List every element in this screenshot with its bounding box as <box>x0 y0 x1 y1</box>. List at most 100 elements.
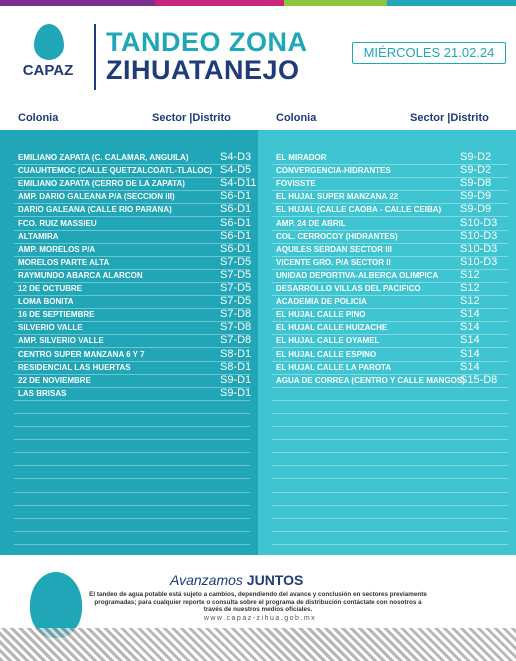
table-row: AQUILES SERDAN SECTOR III S10-D3 <box>272 242 508 257</box>
sector: S14 <box>460 334 480 347</box>
sector: S9-D2 <box>460 151 492 163</box>
sector: S10-D3 <box>460 229 498 242</box>
sector: S7-D8 <box>220 334 252 347</box>
table-panel <box>258 130 516 555</box>
table-row: EL HUJAL SUPER MANZANA 22 S9-D9 <box>272 190 508 205</box>
date: MIÉRCOLES 21.02.24 <box>352 42 506 64</box>
table-row <box>14 453 250 467</box>
table-row: ACADEMIA DE POLICIA S12 <box>272 295 508 310</box>
table-row: MORELOS PARTE ALTA S7-D5 <box>14 255 252 270</box>
sector: S10-D3 <box>460 242 498 255</box>
sector: S9-D9 <box>460 203 492 216</box>
table-row <box>14 480 250 493</box>
sector: S14 <box>460 360 480 373</box>
table-row: EL HUJAL CALLE LA PAROTA S14 <box>272 360 508 375</box>
sector: S4-D3 <box>220 151 252 163</box>
sector: S9-D1 <box>220 373 252 386</box>
colonia: UNIDAD DEPORTIVA-ALBERCA OLIMPICA <box>276 270 439 280</box>
sector: S4-D11 <box>220 177 257 190</box>
sector: S8-D1 <box>220 360 252 373</box>
colonia: AMP. SILVERIO VALLE <box>18 336 104 346</box>
table-row: 16 DE SEPTIEMBRE S7-D8 <box>14 308 251 323</box>
sector: S10-D3 <box>460 216 498 229</box>
column-header: Sector |Distrito <box>152 112 231 124</box>
table-row: CENTRO SUPER MANZANA 6 Y 7 S8-D1 <box>14 348 251 362</box>
sector: S10-D3 <box>460 255 498 268</box>
sector: S7-D5 <box>220 295 252 308</box>
sector: S6-D1 <box>220 190 252 203</box>
table-row: CONVERGENCIA-HIDRANTES S9-D2 <box>272 164 508 179</box>
sector: S4-D5 <box>220 164 252 177</box>
table-row: RAYMUNDO ABARCA ALARCON S7-D5 <box>14 268 252 283</box>
sector: S12 <box>460 295 480 308</box>
table-row <box>272 401 508 414</box>
table-row: RESIDENCIAL LAS HUERTAS S8-D1 <box>14 360 252 375</box>
table-row <box>272 532 508 545</box>
sector: S9-D1 <box>220 386 252 399</box>
table-row <box>272 493 508 506</box>
table-row: EL HUJAL CALLE ESPINO S14 <box>272 347 508 362</box>
colonia: FOVISSTE <box>276 179 316 189</box>
table-row <box>14 493 250 506</box>
sector: S9-D9 <box>460 190 492 203</box>
slogan-text: Avanzamos <box>170 572 243 588</box>
colonia: AGUA DE CORREA (CENTRO Y CALLE MANGOS) <box>276 375 465 385</box>
sector: S7-D5 <box>220 268 252 281</box>
colonia: 16 DE SEPTIEMBRE <box>18 310 95 320</box>
sector: S7-D5 <box>220 255 252 268</box>
colonia: EMILIANO ZAPATA (C. CALAMAR, ANGUILA) <box>18 153 189 162</box>
column-header: Sector |Distrito <box>410 112 489 124</box>
table-row <box>272 480 508 493</box>
footer-logo <box>30 572 82 638</box>
colonia: ALTAMIRA <box>18 231 59 241</box>
table-row <box>14 440 250 454</box>
table-row <box>14 427 250 441</box>
colonia: AMP. MORELOS P/A <box>18 244 96 254</box>
slogan-text: JUNTOS <box>246 572 304 588</box>
colonia: LOMA BONITA <box>18 297 74 307</box>
column-header: Colonia <box>276 112 317 124</box>
table-row: AMP. MORELOS P/A S6-D1 <box>14 243 251 257</box>
table-row: FCO. RUIZ MASSIEU S6-D1 <box>14 217 251 231</box>
column-header: Colonia <box>18 112 59 124</box>
title: TANDEO ZONA <box>106 27 308 57</box>
table-row <box>272 466 508 480</box>
sector: S9-D2 <box>460 164 492 177</box>
table-row <box>272 388 508 401</box>
table-row <box>14 466 250 480</box>
colonia: EL HUJAL CALLE PINO <box>276 310 366 320</box>
footer-pattern <box>0 628 516 661</box>
colonia: AMP. DARIO GALEANA P/A (SECCION III) <box>18 192 175 202</box>
colonia: RESIDENCIAL LAS HUERTAS <box>18 362 131 372</box>
sector: S12 <box>460 282 480 294</box>
table-row: EL HUJAL CALLE OYAMEL S14 <box>272 334 508 349</box>
table-row: EMILIANO ZAPATA (C. CALAMAR, ANGUILA) S4-… <box>14 151 252 165</box>
table-row <box>272 506 508 519</box>
colonia: VICENTE GRO. P/A SECTOR II <box>276 257 391 267</box>
sector: S14 <box>460 321 480 334</box>
table-row: DARIO GALEANA (CALLE RIO PARANA) S6-D1 <box>14 203 251 218</box>
table-row <box>272 519 508 532</box>
sector: S14 <box>460 347 480 360</box>
colonia: EL MIRADOR <box>276 153 327 162</box>
table-row <box>14 519 250 532</box>
colonia: COL. CERROCOY (HIDRANTES) <box>276 231 398 241</box>
sector: S15-D8 <box>460 373 498 386</box>
colonia: EL HUJAL CALLE OYAMEL <box>276 336 380 346</box>
table-row <box>14 506 250 519</box>
colonia: SILVERIO VALLE <box>18 323 83 333</box>
table-row <box>272 427 508 441</box>
table-row: FOVISSTE S9-D8 <box>272 177 508 192</box>
sector: S7-D8 <box>220 321 252 334</box>
sector: S9-D8 <box>460 177 492 190</box>
table-row: EL MIRADOR S9-D2 <box>272 151 508 165</box>
sector: S6-D1 <box>220 229 252 242</box>
logo-text: CAPAZ <box>22 62 74 79</box>
table-row: AMP. SILVERIO VALLE S7-D8 <box>14 334 252 349</box>
title: ZIHUATANEJO <box>106 55 300 85</box>
table-row <box>14 532 250 545</box>
url: www.capaz-zihua.gob.mx <box>203 615 317 622</box>
colonia: EL HUJAL CALLE HUIZACHE <box>276 323 388 333</box>
table-row: VICENTE GRO. P/A SECTOR II S10-D3 <box>272 255 508 270</box>
